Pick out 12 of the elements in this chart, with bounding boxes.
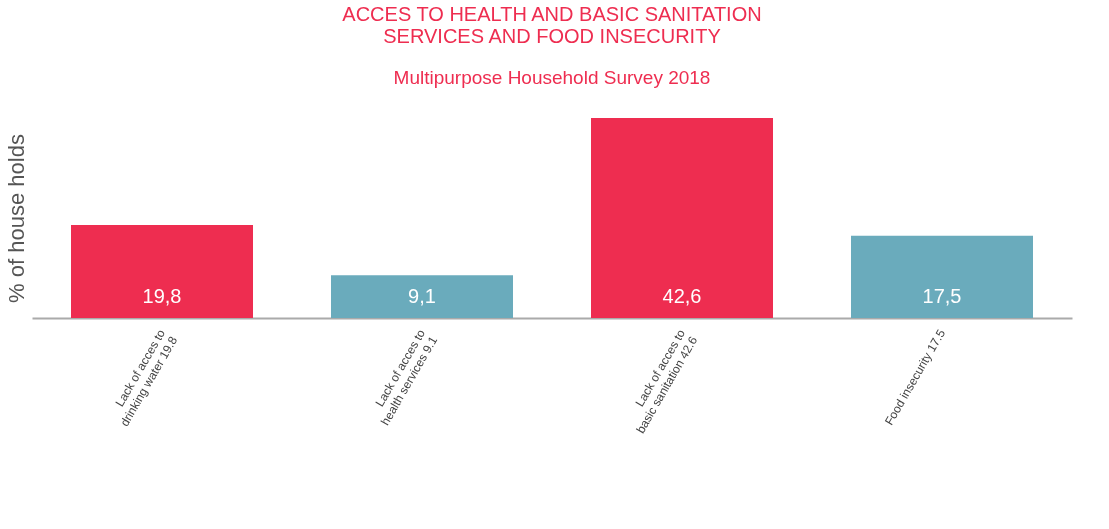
chart-subtitle: Multipurpose Household Survey 2018 — [393, 67, 711, 88]
bar — [851, 235, 1033, 318]
text: SERVICES AND FOOD INSECURITY — [383, 25, 721, 47]
bar — [591, 118, 773, 318]
bar — [331, 275, 513, 318]
data-label: 42,6 — [662, 284, 702, 307]
y-axis-title: % of house holds — [3, 134, 29, 303]
data-label: 9,1 — [408, 284, 436, 307]
data-label: 17,5 — [922, 284, 962, 307]
data-label: 19,8 — [142, 284, 182, 307]
text: ACCES TO HEALTH AND BASIC SANITATION — [342, 3, 762, 25]
bar — [71, 225, 253, 318]
